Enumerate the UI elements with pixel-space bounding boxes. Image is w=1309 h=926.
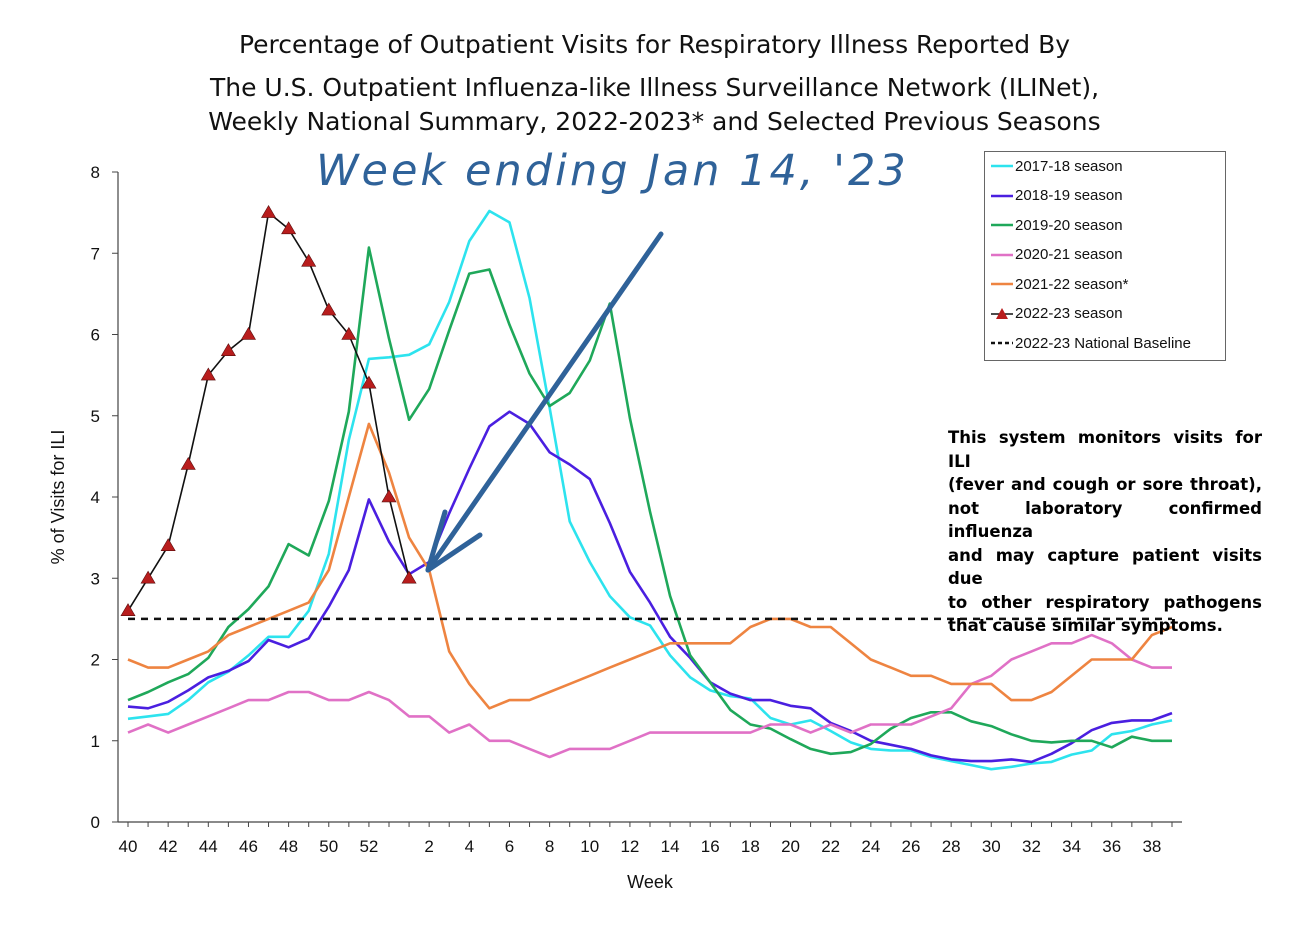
marker-2022-23 bbox=[321, 302, 337, 316]
legend-label: 2020-21 season bbox=[1015, 246, 1123, 263]
x-tick-label: 18 bbox=[741, 837, 760, 856]
y-tick-label: 3 bbox=[91, 569, 100, 588]
legend-swatch bbox=[991, 282, 1013, 286]
legend-swatch bbox=[991, 341, 1013, 345]
legend-swatch bbox=[991, 194, 1013, 197]
marker-2022-23 bbox=[281, 221, 297, 235]
x-axis-label: Week bbox=[627, 872, 674, 892]
x-tick-label: 50 bbox=[319, 837, 338, 856]
y-tick-label: 6 bbox=[91, 326, 100, 345]
x-tick-label: 6 bbox=[505, 837, 514, 856]
x-tick-label: 42 bbox=[159, 837, 178, 856]
legend-swatch bbox=[991, 307, 1013, 319]
x-tick-label: 4 bbox=[465, 837, 474, 856]
legend-label: 2019-20 season bbox=[1015, 216, 1123, 234]
x-tick-label: 2 bbox=[424, 837, 433, 856]
markers-2022-23 bbox=[120, 205, 417, 616]
y-tick-label: 2 bbox=[91, 651, 100, 670]
x-tick-label: 8 bbox=[545, 837, 554, 856]
annotation-arrow bbox=[425, 231, 664, 573]
marker-2022-23 bbox=[240, 326, 256, 340]
marker-2022-23 bbox=[301, 253, 317, 267]
legend: 2017-18 season 2018-19 season 2019-20 seas… bbox=[984, 151, 1226, 361]
x-tick-label: 34 bbox=[1062, 837, 1081, 856]
marker-2022-23 bbox=[180, 456, 196, 470]
legend-item: 2022-23 season bbox=[991, 302, 1123, 326]
series-line-2019-20-season bbox=[127, 246, 1172, 756]
x-tick-label: 30 bbox=[982, 837, 1001, 856]
legend-item: 2022-23 National Baseline bbox=[991, 331, 1191, 355]
legend-swatch-marker bbox=[996, 307, 1008, 319]
legend-label: 2022-23 season bbox=[1015, 305, 1123, 322]
x-tick-label: 28 bbox=[942, 837, 961, 856]
note-line: and may capture patient visits due bbox=[948, 545, 1262, 589]
x-tick-label: 36 bbox=[1102, 837, 1121, 856]
marker-2022-23 bbox=[140, 570, 156, 584]
x-tick-label: 52 bbox=[359, 837, 378, 856]
marker-2022-23 bbox=[220, 343, 236, 356]
marker-2022-23 bbox=[341, 326, 357, 340]
x-tick-label: 14 bbox=[661, 837, 680, 856]
y-tick-label: 4 bbox=[91, 488, 100, 507]
x-tick-label: 20 bbox=[781, 837, 800, 856]
y-tick-label: 8 bbox=[91, 163, 100, 182]
x-tick-label: 24 bbox=[861, 837, 880, 856]
legend-item: 2018-19 season bbox=[991, 184, 1123, 208]
x-tick-label: 48 bbox=[279, 837, 298, 856]
annotation-text: Week ending Jan 14, '23 bbox=[316, 146, 909, 196]
x-tick-label: 22 bbox=[821, 837, 840, 856]
chart-title-line-3: Weekly National Summary, 2022-2023* and … bbox=[208, 107, 1101, 136]
legend-label: 2021-22 season* bbox=[1015, 275, 1129, 293]
x-tick-label: 44 bbox=[199, 837, 218, 856]
legend-label: 2022-23 National Baseline bbox=[1015, 334, 1191, 352]
marker-2022-23 bbox=[200, 367, 216, 381]
arrow-shaft bbox=[425, 231, 664, 573]
x-tick-label: 10 bbox=[580, 837, 599, 856]
series-line-2021-22-season- bbox=[127, 422, 1173, 710]
x-tick-label: 38 bbox=[1142, 837, 1161, 856]
marker-2022-23 bbox=[381, 489, 397, 503]
note-line: not laboratory confirmed influenza bbox=[948, 498, 1262, 542]
y-tick-label: 1 bbox=[91, 732, 100, 751]
note-line: to other respiratory pathogens bbox=[948, 592, 1262, 612]
series-line-2020-21-season bbox=[127, 633, 1172, 759]
x-tick-label: 16 bbox=[701, 837, 720, 856]
legend-item: 2019-20 season bbox=[991, 213, 1123, 237]
marker-2022-23 bbox=[160, 538, 176, 551]
chart-title-line-2: The U.S. Outpatient Influenza-like Illne… bbox=[209, 73, 1100, 102]
marker-2022-23 bbox=[361, 375, 377, 389]
x-tick-label: 32 bbox=[1022, 837, 1041, 856]
legend-item: 2021-22 season* bbox=[991, 272, 1128, 296]
legend-label: 2018-19 season bbox=[1015, 187, 1123, 204]
arrow-head-left bbox=[425, 509, 448, 573]
legend-item: 2017-18 season bbox=[991, 154, 1123, 178]
y-tick-label: 5 bbox=[91, 407, 100, 426]
note-line: This system monitors visits for ILI bbox=[948, 428, 1262, 471]
marker-2022-23 bbox=[401, 570, 417, 584]
note-line: that cause similar symptoms. bbox=[948, 616, 1223, 635]
series-layer bbox=[127, 209, 1173, 771]
x-tick-label: 26 bbox=[902, 837, 921, 856]
legend-label: 2017-18 season bbox=[1015, 157, 1123, 175]
y-axis-label: % of Visits for ILI bbox=[48, 430, 68, 565]
marker-2022-23 bbox=[120, 603, 136, 616]
chart-title-line-1: Percentage of Outpatient Visits for Resp… bbox=[238, 30, 1071, 59]
legend-item: 2020-21 season bbox=[991, 243, 1123, 267]
x-tick-label: 46 bbox=[239, 837, 258, 856]
legend-swatch bbox=[991, 164, 1013, 168]
legend-swatch bbox=[991, 223, 1013, 227]
marker-2022-23 bbox=[261, 205, 277, 218]
x-tick-label: 12 bbox=[620, 837, 639, 856]
series-line-2018-19-season bbox=[127, 410, 1173, 764]
legend-swatch bbox=[991, 253, 1013, 256]
info-note: This system monitors visits for ILI (fev… bbox=[948, 426, 1262, 638]
y-tick-label: 0 bbox=[91, 813, 100, 832]
y-tick-label: 7 bbox=[91, 244, 100, 263]
arrow-head-right bbox=[425, 532, 483, 573]
x-tick-label: 40 bbox=[119, 837, 138, 856]
note-line: (fever and cough or sore throat), bbox=[948, 475, 1262, 494]
